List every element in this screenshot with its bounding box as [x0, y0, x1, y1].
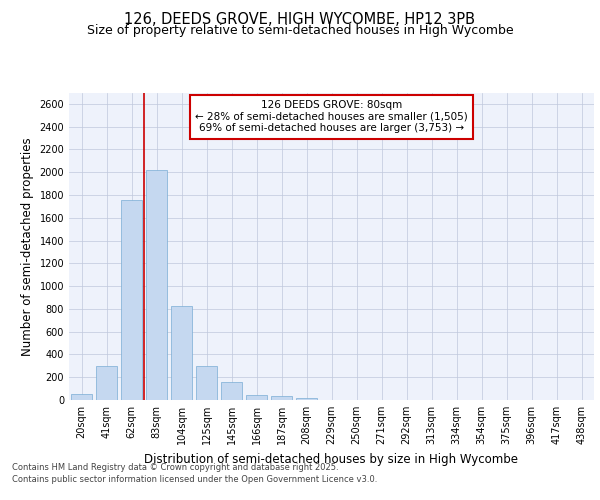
Text: Contains HM Land Registry data © Crown copyright and database right 2025.: Contains HM Land Registry data © Crown c… [12, 464, 338, 472]
Bar [296, 398, 317, 400]
X-axis label: Distribution of semi-detached houses by size in High Wycombe: Distribution of semi-detached houses by … [145, 452, 518, 466]
Bar [196, 366, 217, 400]
Bar [96, 366, 117, 400]
Bar [171, 306, 192, 400]
Text: Contains public sector information licensed under the Open Government Licence v3: Contains public sector information licen… [12, 475, 377, 484]
Bar [121, 200, 142, 400]
Bar [221, 382, 242, 400]
Text: 126, DEEDS GROVE, HIGH WYCOMBE, HP12 3PB: 126, DEEDS GROVE, HIGH WYCOMBE, HP12 3PB [125, 12, 476, 28]
Bar [246, 395, 267, 400]
Text: Size of property relative to semi-detached houses in High Wycombe: Size of property relative to semi-detach… [86, 24, 514, 37]
Bar [71, 394, 92, 400]
Bar [271, 396, 292, 400]
Bar [146, 170, 167, 400]
Y-axis label: Number of semi-detached properties: Number of semi-detached properties [21, 137, 34, 356]
Text: 126 DEEDS GROVE: 80sqm
← 28% of semi-detached houses are smaller (1,505)
69% of : 126 DEEDS GROVE: 80sqm ← 28% of semi-det… [195, 100, 468, 134]
